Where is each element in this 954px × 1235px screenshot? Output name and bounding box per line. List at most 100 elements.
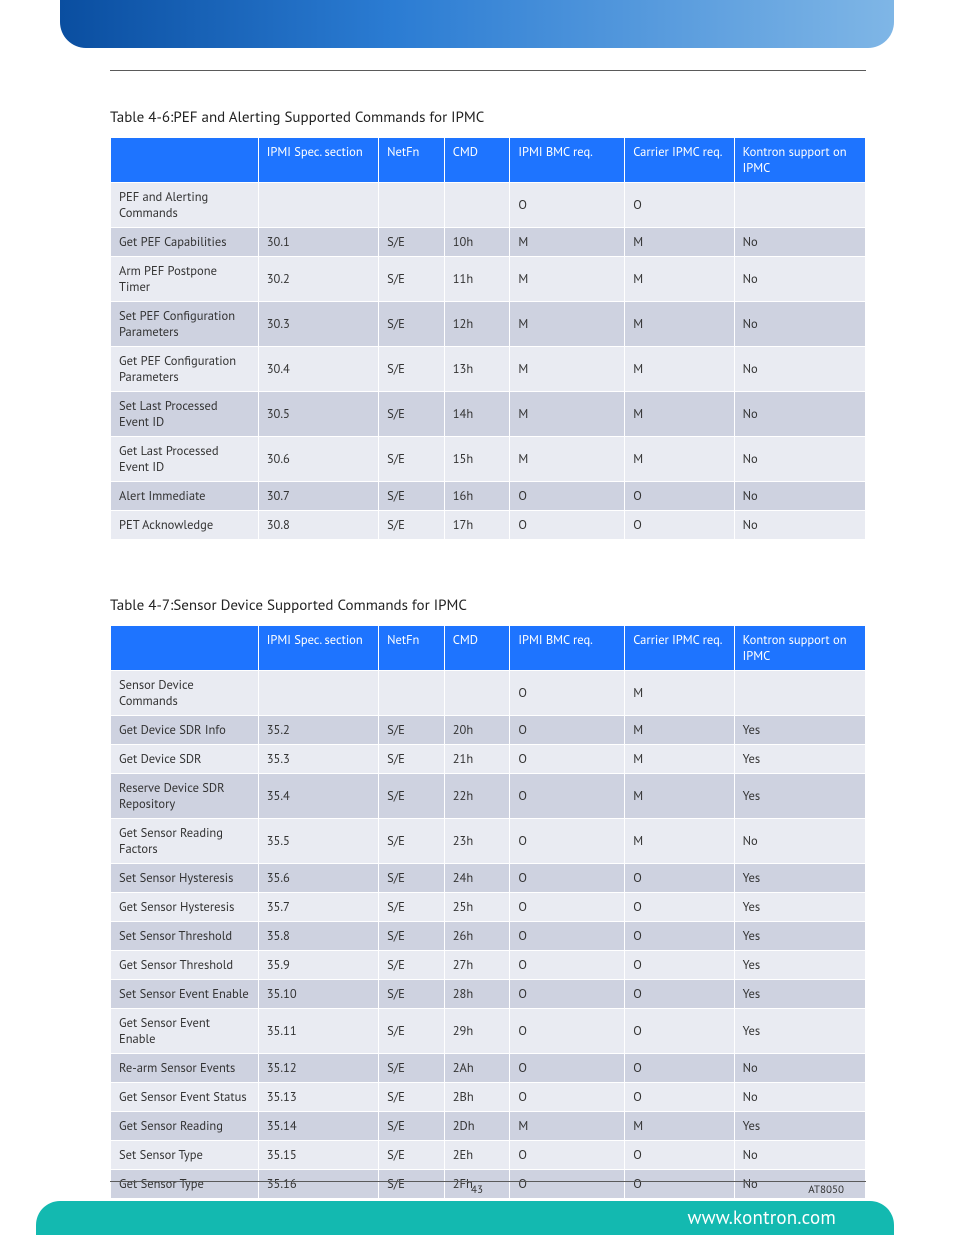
footer-rule (110, 1181, 866, 1182)
table-row: PET Acknowledge30.8S/E17hOONo (111, 511, 866, 540)
table2-title: Table 4-7:Sensor Device Supported Comman… (110, 596, 866, 615)
table2-cell: Get Sensor Event Status (111, 1083, 259, 1112)
table1-cell: O (510, 482, 625, 511)
table2-cell: Get Sensor Reading Factors (111, 819, 259, 864)
table2-cell: O (510, 951, 625, 980)
table1-cell: O (625, 183, 734, 228)
table1-cell: 13h (444, 347, 510, 392)
table2-cell: O (510, 1083, 625, 1112)
table2-cell: No (734, 1083, 865, 1112)
table2-cell: 35.14 (258, 1112, 378, 1141)
table-row: Arm PEF Postpone Timer30.2S/E11hMMNo (111, 257, 866, 302)
table2-cell: O (510, 1141, 625, 1170)
table1-cell: S/E (379, 437, 445, 482)
table2-cell: S/E (379, 1141, 445, 1170)
table1-cell: 30.6 (258, 437, 378, 482)
table-row: Set Sensor Event Enable35.10S/E28hOOYes (111, 980, 866, 1009)
table2-cell: 21h (444, 745, 510, 774)
table2-cell: Yes (734, 893, 865, 922)
table-row: Set Sensor Type35.15S/E2EhOONo (111, 1141, 866, 1170)
table2-cell: Yes (734, 951, 865, 980)
table1-cell: M (625, 347, 734, 392)
table2-col-5: Carrier IPMC req. (625, 626, 734, 671)
table1-cell: O (625, 482, 734, 511)
table2-col-3: CMD (444, 626, 510, 671)
table1-head: IPMI Spec. section NetFn CMD IPMI BMC re… (111, 138, 866, 183)
table-row: Sensor Device CommandsOM (111, 671, 866, 716)
table2-cell: O (510, 864, 625, 893)
table1-cell: O (510, 511, 625, 540)
table-row: Set Sensor Threshold35.8S/E26hOOYes (111, 922, 866, 951)
table2-cell: Get Sensor Event Enable (111, 1009, 259, 1054)
table1-col-5: Carrier IPMC req. (625, 138, 734, 183)
table1-cell: No (734, 302, 865, 347)
table1-cell: PET Acknowledge (111, 511, 259, 540)
table1-cell: M (510, 437, 625, 482)
table2-cell: O (625, 1009, 734, 1054)
table2-cell: Get Sensor Reading (111, 1112, 259, 1141)
table2-cell: S/E (379, 1009, 445, 1054)
table-row: Get Device SDR Info35.2S/E20hOMYes (111, 716, 866, 745)
top-banner (60, 0, 894, 48)
table-row: Get Sensor Reading35.14S/E2DhMMYes (111, 1112, 866, 1141)
table2-cell: No (734, 1054, 865, 1083)
table2-cell: 2Ah (444, 1054, 510, 1083)
table1-cell: S/E (379, 347, 445, 392)
table2-cell: O (510, 745, 625, 774)
table2-cell: S/E (379, 980, 445, 1009)
table2-cell: 35.15 (258, 1141, 378, 1170)
table2-cell: Set Sensor Threshold (111, 922, 259, 951)
table2-col-4: IPMI BMC req. (510, 626, 625, 671)
table2-head: IPMI Spec. section NetFn CMD IPMI BMC re… (111, 626, 866, 671)
table1-col-0 (111, 138, 259, 183)
table-row: Get Sensor Event Status35.13S/E2BhOONo (111, 1083, 866, 1112)
table2-cell: O (625, 922, 734, 951)
table2-cell: M (625, 745, 734, 774)
table1-col-3: CMD (444, 138, 510, 183)
table-row: Get Sensor Reading Factors35.5S/E23hOMNo (111, 819, 866, 864)
table-row: Re-arm Sensor Events35.12S/E2AhOONo (111, 1054, 866, 1083)
table2-cell: 35.7 (258, 893, 378, 922)
table2: IPMI Spec. section NetFn CMD IPMI BMC re… (110, 625, 866, 1199)
table2-cell: 35.10 (258, 980, 378, 1009)
table2-cell: 35.3 (258, 745, 378, 774)
footer-url: www.kontron.com (687, 1206, 836, 1230)
table-row: Alert Immediate30.7S/E16hOONo (111, 482, 866, 511)
table2-cell: S/E (379, 951, 445, 980)
table2-cell: 35.11 (258, 1009, 378, 1054)
table2-cell: No (734, 1141, 865, 1170)
table2-cell: S/E (379, 1083, 445, 1112)
table1-cell: M (510, 228, 625, 257)
table1-cell: O (625, 511, 734, 540)
table2-cell: S/E (379, 745, 445, 774)
table2-cell: 23h (444, 819, 510, 864)
table1-cell: Set PEF Configuration Parameters (111, 302, 259, 347)
table2-cell: 35.9 (258, 951, 378, 980)
table2-cell: Yes (734, 774, 865, 819)
table2-cell: S/E (379, 1054, 445, 1083)
table1-body: PEF and Alerting CommandsOOGet PEF Capab… (111, 183, 866, 540)
table2-cell: O (510, 819, 625, 864)
table2-cell: Yes (734, 745, 865, 774)
table1-cell: 30.5 (258, 392, 378, 437)
table2-cell: 2Bh (444, 1083, 510, 1112)
table1-cell: M (625, 302, 734, 347)
table-row: PEF and Alerting CommandsOO (111, 183, 866, 228)
table1-cell (734, 183, 865, 228)
table2-cell: O (625, 864, 734, 893)
table1-cell: M (625, 392, 734, 437)
table1-cell: 14h (444, 392, 510, 437)
table2-cell: Get Device SDR (111, 745, 259, 774)
table1-cell: Get Last Processed Event ID (111, 437, 259, 482)
table1-cell: S/E (379, 302, 445, 347)
table2-cell: O (510, 922, 625, 951)
table2-col-6: Kontron support on IPMC (734, 626, 865, 671)
table2-cell: 35.6 (258, 864, 378, 893)
table2-cell: M (625, 716, 734, 745)
table2-cell: 20h (444, 716, 510, 745)
table2-cell: Yes (734, 716, 865, 745)
table1-cell: 11h (444, 257, 510, 302)
table2-cell: M (625, 774, 734, 819)
table1-cell: 30.7 (258, 482, 378, 511)
table2-cell: S/E (379, 716, 445, 745)
